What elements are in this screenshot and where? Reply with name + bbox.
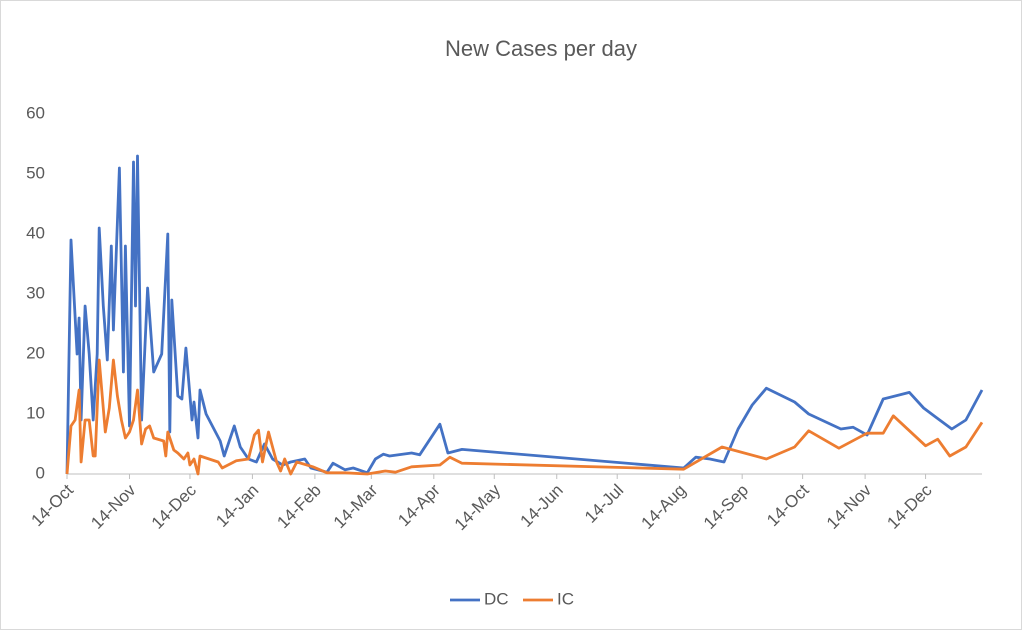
y-tick-label: 40 [26, 223, 45, 242]
y-tick-label: 30 [26, 283, 45, 302]
y-tick-label: 20 [26, 343, 45, 362]
legend-label: IC [557, 589, 574, 608]
y-tick-label: 10 [26, 403, 45, 422]
data-line [65, 358, 984, 476]
y-tick-label: 50 [26, 163, 45, 182]
chart-title: New Cases per day [445, 36, 637, 61]
legend-label: DC [484, 589, 509, 608]
y-tick-label: 60 [26, 103, 45, 122]
y-tick-label: 0 [36, 463, 45, 482]
data-line [65, 154, 984, 475]
